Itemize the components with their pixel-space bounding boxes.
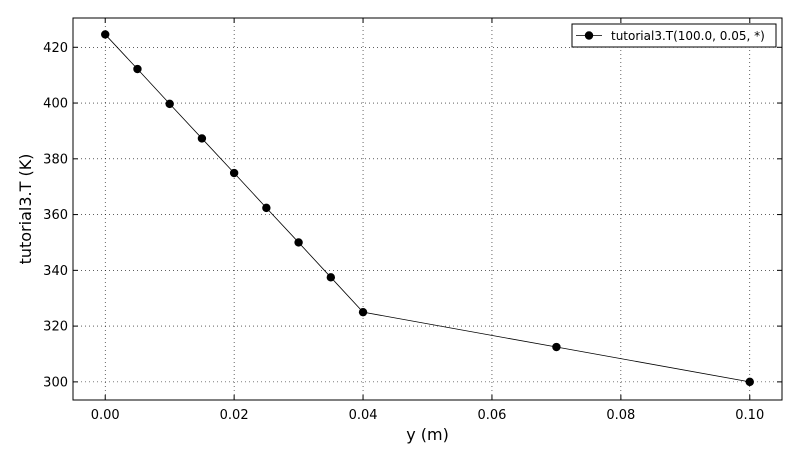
x-tick-label: 0.06 (477, 408, 506, 423)
data-point (101, 30, 110, 39)
y-axis-ticks: 300 320 340 360 380 400 420 (43, 41, 782, 390)
y-axis-label: tutorial3.T (K) (16, 154, 35, 265)
y-tick-label: 300 (43, 375, 68, 390)
plot-frame (72, 17, 783, 401)
data-point (262, 203, 271, 213)
data-point (358, 307, 368, 317)
y-tick-label: 400 (43, 97, 68, 112)
x-tick-label: 0.08 (606, 408, 635, 423)
y-tick-label: 360 (43, 208, 68, 223)
x-tick-label: 0.10 (735, 408, 764, 423)
y-tick-label: 320 (43, 320, 68, 335)
x-axis-ticks: 0.00 0.02 0.04 0.06 0.08 0.10 (91, 18, 764, 423)
y-tick-label: 340 (43, 264, 68, 279)
legend-entry-label: tutorial3.T(100.0, 0.05, *) (611, 29, 765, 43)
data-point (165, 99, 174, 109)
x-tick-label: 0.04 (349, 408, 378, 423)
data-point (294, 238, 303, 247)
x-axis-label: y (m) (406, 425, 449, 444)
x-tick-label: 0.02 (220, 408, 249, 423)
legend: tutorial3.T(100.0, 0.05, *) (571, 23, 777, 48)
y-tick-label: 380 (43, 152, 68, 167)
data-point (229, 168, 239, 178)
data-point (197, 134, 207, 143)
data-point (133, 64, 142, 74)
legend-box (571, 23, 777, 48)
series-layer (101, 30, 754, 387)
y-tick-label: 420 (43, 41, 68, 56)
data-point (552, 342, 561, 352)
data-point (326, 273, 336, 282)
data-point (745, 377, 754, 387)
legend-marker (584, 31, 594, 40)
x-tick-label: 0.00 (91, 408, 120, 423)
plot-background (73, 18, 782, 400)
